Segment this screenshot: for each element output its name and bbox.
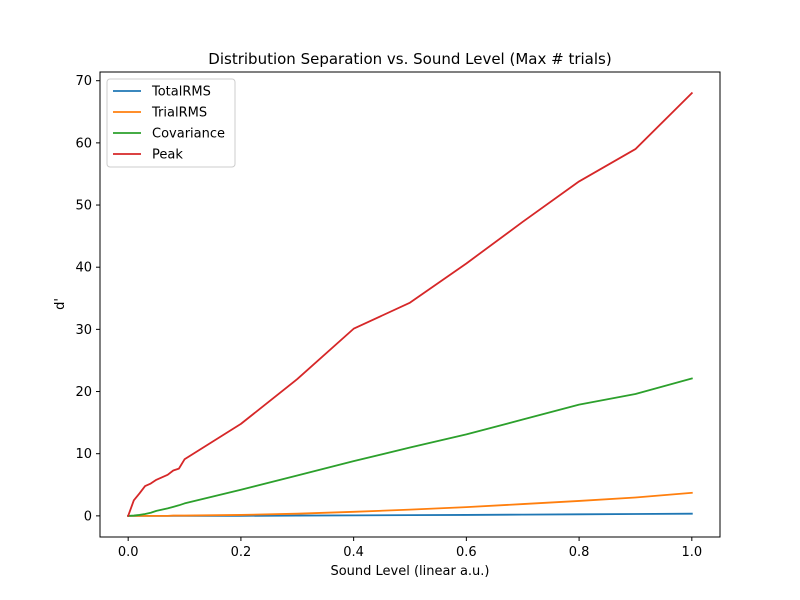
series-line-covariance bbox=[127, 377, 693, 517]
x-tick-label: 0.8 bbox=[569, 545, 590, 560]
legend-label-trialrms: TrialRMS bbox=[151, 106, 207, 121]
y-tick-label: 40 bbox=[75, 261, 92, 276]
y-tick-label: 0 bbox=[84, 509, 92, 524]
x-tick-label: 1.0 bbox=[681, 545, 702, 560]
y-tick-label: 70 bbox=[75, 74, 92, 89]
legend-label-peak: Peak bbox=[152, 148, 183, 163]
y-tick-label: 50 bbox=[75, 199, 92, 214]
legend-entries: TotalRMS TrialRMS Covariance Peak bbox=[113, 85, 225, 163]
axes-frame bbox=[99, 71, 721, 538]
legend-label-covariance: Covariance bbox=[152, 127, 225, 142]
y-tick-label: 30 bbox=[75, 323, 92, 338]
legend: TotalRMS TrialRMS Covariance Peak bbox=[106, 78, 236, 168]
legend-label-totalrms: TotalRMS bbox=[151, 85, 211, 100]
series-line-trialrms bbox=[127, 491, 693, 517]
x-tick-label: 0.6 bbox=[456, 545, 477, 560]
series-line-peak bbox=[127, 91, 694, 518]
y-tick-label: 60 bbox=[75, 136, 92, 151]
x-tick-label: 0.2 bbox=[231, 545, 252, 560]
y-axis-title: d' bbox=[53, 298, 68, 310]
series-layer bbox=[127, 91, 694, 518]
y-tick-label: 20 bbox=[75, 385, 92, 400]
y-axis-ticks: 0 10 20 30 40 50 60 70 bbox=[75, 74, 100, 524]
legend-box bbox=[106, 78, 236, 168]
x-axis-title: Sound Level (linear a.u.) bbox=[330, 564, 489, 579]
x-tick-label: 0.4 bbox=[343, 545, 364, 560]
x-axis-ticks: 0.0 0.2 0.4 0.6 0.8 1.0 bbox=[118, 537, 702, 560]
x-tick-label: 0.0 bbox=[118, 545, 139, 560]
chart-title: Distribution Separation vs. Sound Level … bbox=[208, 50, 611, 68]
y-tick-label: 10 bbox=[75, 447, 92, 462]
